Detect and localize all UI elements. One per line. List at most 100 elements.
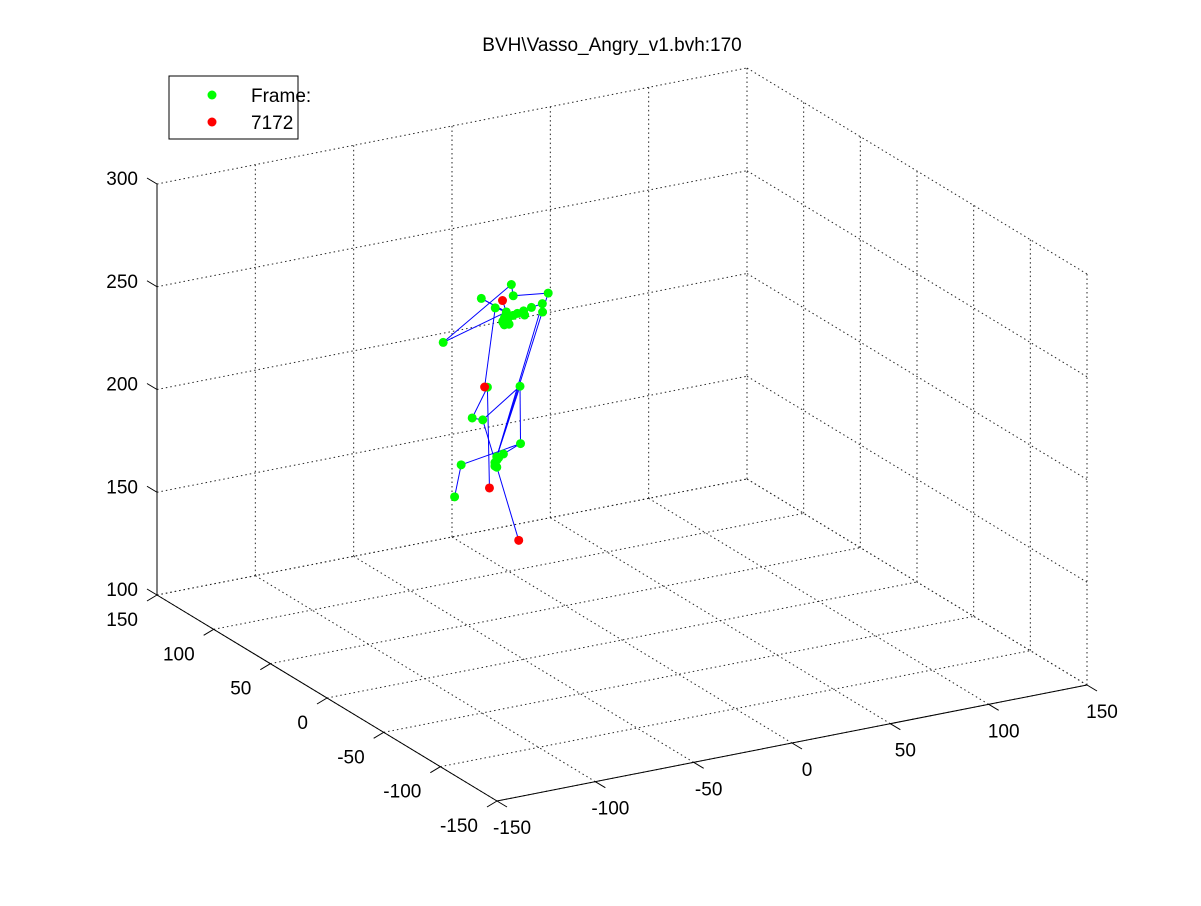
y-tick-label: -150 — [440, 816, 478, 837]
joint-point — [450, 492, 460, 502]
skeleton-bone — [471, 387, 488, 419]
skeleton-bone — [460, 443, 521, 466]
legend-box — [168, 75, 299, 140]
z-tick-mark — [146, 485, 158, 493]
joint-markers — [438, 280, 553, 545]
legend-label-7172: 7172 — [251, 113, 293, 134]
joint-point — [438, 337, 448, 347]
skeleton-bone — [519, 386, 522, 444]
x-tick-label: 100 — [988, 721, 1020, 742]
x-tick-label: 150 — [1086, 702, 1118, 723]
joint-point — [498, 449, 508, 459]
x-tick-label: -50 — [695, 779, 722, 800]
x-tick-mark — [890, 723, 901, 731]
grid-line-sidewall-z — [746, 273, 1088, 480]
grid-line-backwall-z — [156, 273, 748, 390]
grid-line-backwall-z — [156, 170, 748, 288]
grid-line-floor-y — [440, 650, 1031, 768]
x-tick-label: 0 — [802, 760, 813, 781]
joint-point — [478, 415, 488, 425]
joint-point — [501, 307, 511, 317]
legend-label-frame: Frame: — [251, 86, 311, 107]
skeleton-bone — [482, 419, 520, 541]
skeleton-bone — [454, 464, 462, 497]
joint-point — [515, 381, 525, 391]
grid-line-backwall-z — [156, 375, 748, 493]
skeleton-bone — [442, 311, 507, 343]
x-tick-mark — [791, 742, 803, 750]
joint-point — [456, 460, 466, 470]
y-tick-mark — [316, 697, 328, 705]
grid-line-floor-x — [648, 497, 989, 705]
x-tick-label: -100 — [591, 799, 629, 820]
x-tick-mark — [988, 703, 999, 711]
joint-point — [537, 299, 547, 309]
y-tick-mark — [486, 800, 498, 808]
end-site-point — [514, 535, 524, 545]
z-tick-mark — [146, 588, 158, 596]
y-tick-label: -50 — [337, 747, 364, 768]
z-tick-mark — [146, 280, 158, 288]
skeleton-bone — [442, 284, 512, 343]
x-tick-mark — [595, 781, 606, 789]
x-tick-mark — [496, 800, 508, 808]
y-tick-label: 150 — [106, 610, 138, 631]
x-tick-mark — [1086, 684, 1098, 692]
grid-line-sidewall-z — [746, 170, 1088, 378]
end-site-point — [480, 382, 490, 392]
z-tick-mark — [146, 383, 158, 390]
joint-point — [543, 288, 553, 298]
legend-marker-frame — [207, 90, 217, 100]
z-tick-label: 300 — [106, 169, 138, 190]
skeleton-bone — [513, 292, 549, 297]
axes-layer: -150 -100 -50 0 50 100 150 -150 -100 -50 0 50 100 150… — [106, 169, 1118, 839]
z-tick-label: 100 — [106, 580, 138, 601]
joint-point — [520, 310, 530, 320]
grid-line-floor-y — [270, 547, 861, 665]
grid-line-floor-x — [353, 555, 694, 763]
skeleton-bones — [442, 284, 549, 541]
end-site-point — [498, 296, 508, 306]
joint-point — [476, 293, 486, 303]
legend: Frame: 7172 — [168, 75, 311, 140]
z-tick-label: 150 — [106, 477, 138, 498]
y-tick-label: 0 — [297, 713, 308, 734]
joint-point — [538, 307, 548, 317]
end-site-point — [484, 483, 494, 493]
y-tick-mark — [430, 766, 441, 774]
joint-point — [516, 439, 526, 449]
legend-marker-7172 — [207, 117, 217, 127]
grid-line-floor-y — [383, 615, 974, 733]
joint-point — [526, 302, 536, 312]
grid-line-backwall-z — [156, 67, 748, 185]
y-tick-label: 100 — [163, 644, 195, 665]
joint-point — [506, 280, 516, 290]
skeleton-bone — [482, 385, 521, 421]
grid-line-sidewall-z — [746, 478, 1088, 686]
chart-title: BVH\Vasso_Angry_v1.bvh:170 — [482, 35, 741, 56]
y-tick-mark — [203, 628, 214, 636]
y-tick-mark — [260, 663, 271, 671]
z-tick-label: 200 — [106, 375, 138, 396]
joint-point — [490, 303, 500, 313]
y-tick-label: 50 — [230, 679, 251, 700]
y-tick-mark — [373, 731, 384, 739]
grid-line-floor-y — [213, 512, 804, 630]
y-tick-label: -100 — [383, 782, 421, 803]
x-tick-mark — [693, 761, 704, 769]
z-tick-label: 250 — [106, 272, 138, 293]
joint-point — [508, 291, 518, 301]
grid-line-floor-y — [326, 581, 918, 699]
joint-point — [490, 461, 500, 471]
z-tick-mark — [146, 177, 158, 185]
grid-line-floor-x — [451, 536, 793, 744]
joint-point — [467, 413, 477, 423]
grid-layer — [156, 67, 1088, 802]
skeleton-bone — [484, 307, 496, 388]
y-tick-mark — [146, 594, 158, 602]
grid-line-sidewall-z — [746, 67, 1088, 275]
x-tick-label: -150 — [493, 818, 531, 839]
joint-point — [498, 317, 508, 327]
